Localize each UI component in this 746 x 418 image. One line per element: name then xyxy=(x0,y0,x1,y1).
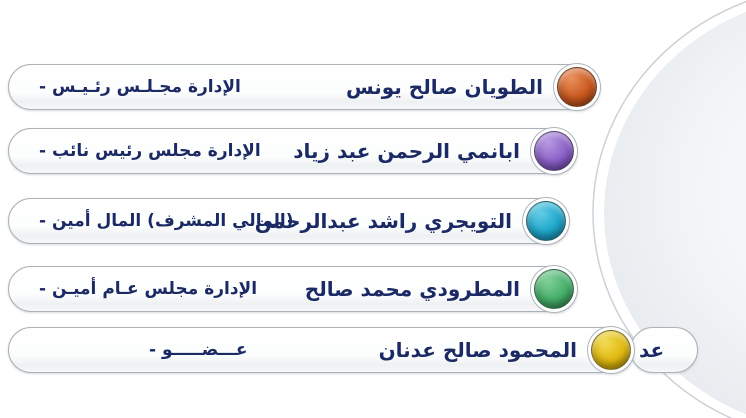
member-role: - رئـيـس‎ مجـلـس‎ الإدارة xyxy=(39,77,241,97)
member-row-4: - أميـن‎ عـام‎ مجلس‎ الإدارة صالح‎ محمد‎… xyxy=(8,266,577,312)
member-name: زياد‎ عبد‎ الرحمن‎ ابانمي xyxy=(293,139,520,163)
member-role: - نائب‎ رئيس‎ مجلس‎ الإدارة xyxy=(39,141,261,161)
member-row-5: - عـــضـــــو عدنان‎ صالح‎ المحمود xyxy=(8,327,634,373)
orange-bullet-icon xyxy=(557,67,597,107)
green-bullet-icon xyxy=(534,269,574,309)
pill-fragment: عد xyxy=(630,327,698,373)
member-name: عبدالرحمن‎ راشد‎ التويجري xyxy=(254,209,512,233)
yellow-bullet-icon xyxy=(591,330,631,370)
member-name: عدنان‎ صالح‎ المحمود xyxy=(378,338,577,362)
member-role: - أمين‎ المال‎ (المشرف‎ المالي) xyxy=(39,211,294,231)
member-role: - أميـن‎ عـام‎ مجلس‎ الإدارة xyxy=(39,279,258,299)
member-name: يونس‎ صالح‎ الطويان xyxy=(345,75,543,99)
member-row-2: - نائب‎ رئيس‎ مجلس‎ الإدارة زياد‎ عبد‎ ا… xyxy=(8,128,577,174)
member-name: صالح‎ محمد‎ المطرودي xyxy=(304,277,520,301)
cyan-bullet-icon xyxy=(526,201,566,241)
filled-circle-shape xyxy=(604,11,746,415)
purple-bullet-icon xyxy=(534,131,574,171)
member-row-3: - أمين‎ المال‎ (المشرف‎ المالي) عبدالرحم… xyxy=(8,198,569,244)
member-role: - عـــضـــــو xyxy=(149,340,248,360)
fragment-text: عد xyxy=(639,338,665,362)
member-row-1: - رئـيـس‎ مجـلـس‎ الإدارة يونس‎ صالح‎ ال… xyxy=(8,64,600,110)
outline-arc xyxy=(592,0,746,418)
